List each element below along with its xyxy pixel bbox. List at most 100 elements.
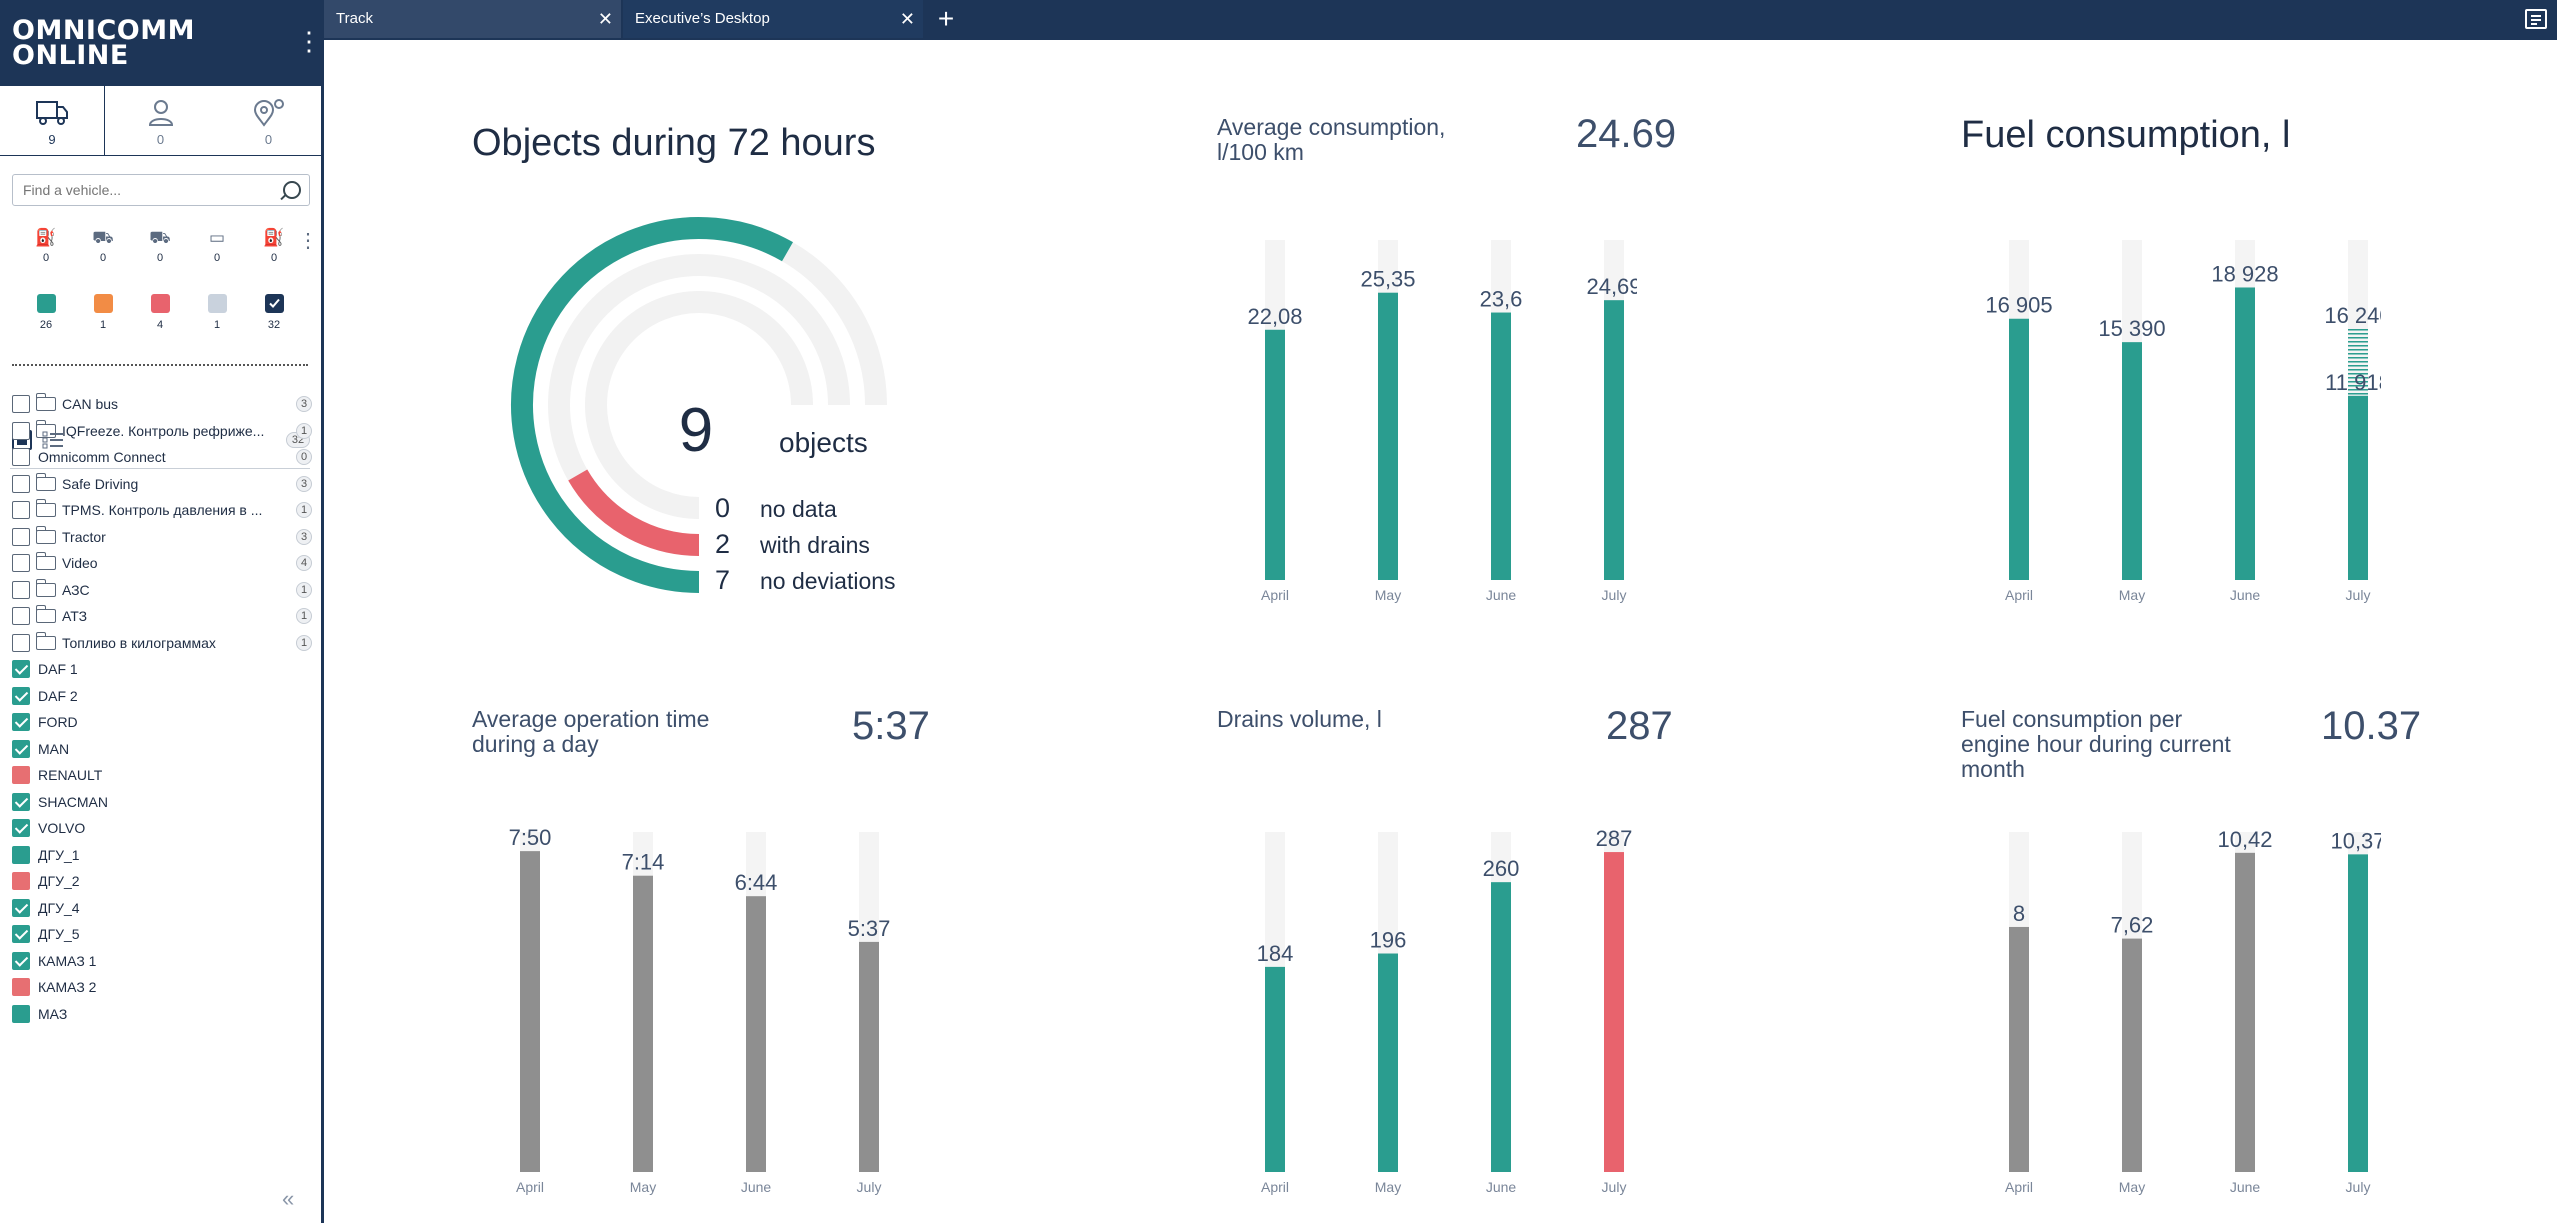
tab-geofences[interactable]: 0	[216, 86, 321, 156]
chart-title: Fuel consumption per engine hour during …	[1961, 706, 2231, 782]
vehicle-status-checkbox[interactable]	[12, 951, 30, 970]
vehicle-item[interactable]: DAF 2	[10, 684, 312, 708]
close-icon[interactable]: ✕	[899, 9, 915, 29]
checkbox[interactable]	[12, 448, 30, 466]
vehicle-status-checkbox[interactable]	[12, 819, 30, 837]
tab-executives-desktop[interactable]: Executive’s Desktop ✕	[623, 0, 923, 38]
x-tick-label: April	[1261, 1179, 1289, 1195]
group-count: 0	[296, 449, 312, 465]
group-item[interactable]: Safe Driving 3	[10, 472, 312, 496]
projected-bar-hatch	[2348, 381, 2368, 383]
vehicle-status-checkbox[interactable]	[12, 925, 30, 943]
filter-fuel[interactable]: ⛽ 0	[250, 228, 298, 264]
group-item[interactable]: CAN bus 3	[10, 392, 312, 416]
vehicle-item[interactable]: КАМАЗ 1	[10, 949, 312, 973]
filter-count: 0	[213, 252, 221, 264]
menu-kebab-icon[interactable]: ⋮	[296, 26, 322, 56]
vehicle-item[interactable]: DAF 1	[10, 657, 312, 681]
vehicle-status-checkbox[interactable]	[12, 845, 30, 864]
vehicle-status-checkbox[interactable]	[12, 713, 30, 731]
filter-refuel[interactable]: ⛽ 0	[22, 228, 70, 264]
checkbox[interactable]	[12, 474, 30, 493]
parked-icon: ⛟	[149, 228, 171, 247]
mode-tabs: 9 0 0	[0, 86, 321, 156]
status-filter-ok[interactable]: 26	[22, 294, 70, 331]
group-label: Топливо в килограммах	[62, 634, 216, 651]
tab-drivers[interactable]: 0	[108, 86, 213, 156]
vehicle-item[interactable]: ДГУ_2	[10, 869, 312, 893]
filter-parked[interactable]: ⛟ 0	[136, 228, 184, 264]
filter-moving[interactable]: ⛟ 0	[79, 228, 127, 264]
filter-count: 4	[156, 319, 164, 331]
vehicle-label: ДГУ_1	[38, 846, 80, 863]
objects-total: 9	[679, 396, 713, 465]
vehicle-item[interactable]: ДГУ_4	[10, 896, 312, 920]
vehicle-label: FORD	[38, 714, 78, 730]
checkbox[interactable]	[12, 633, 30, 652]
vehicle-status-checkbox[interactable]	[12, 686, 30, 705]
vehicle-status-checkbox[interactable]	[12, 898, 30, 917]
group-item[interactable]: Tractor 3	[10, 525, 312, 549]
vehicle-item[interactable]: VOLVO	[10, 816, 312, 840]
vehicle-item[interactable]: МАЗ	[10, 1002, 312, 1026]
search-input[interactable]	[13, 175, 263, 205]
more-filters-icon[interactable]: ⋮	[298, 230, 318, 252]
chart-summary: 24.69	[1576, 112, 1677, 156]
bar-value-label: 11 918	[2325, 370, 2381, 395]
vehicle-status-checkbox[interactable]	[12, 1004, 30, 1023]
group-item[interactable]: IQFreeze. Контроль рефриже... 1	[10, 419, 312, 443]
vehicle-item[interactable]: FORD	[10, 710, 312, 734]
add-tab-icon[interactable]: +	[937, 3, 955, 34]
bar	[746, 896, 766, 1172]
status-filter-alert[interactable]: 4	[136, 294, 184, 331]
vehicle-item[interactable]: ДГУ_1	[10, 843, 312, 867]
checkbox[interactable]	[12, 501, 30, 519]
status-filter-nodata[interactable]: 1	[193, 294, 241, 331]
checkbox[interactable]	[12, 554, 30, 572]
status-filter-all[interactable]: 32	[250, 294, 298, 331]
tab-vehicles[interactable]: 9	[0, 86, 105, 156]
checkbox[interactable]	[12, 395, 30, 413]
vehicle-status-checkbox[interactable]	[12, 872, 30, 890]
group-item[interactable]: Video 4	[10, 551, 312, 575]
bar-value-label: 6:44	[735, 870, 778, 895]
group-item[interactable]: АТЗ 1	[10, 604, 312, 628]
vehicle-item[interactable]: MAN	[10, 737, 312, 761]
filter-rest[interactable]: ▭ 0	[193, 228, 241, 264]
checkmark-icon	[264, 294, 284, 313]
bar	[2122, 342, 2142, 580]
close-icon[interactable]: ✕	[597, 9, 613, 29]
vehicle-status-checkbox[interactable]	[12, 766, 30, 784]
tab-count: 0	[156, 132, 165, 147]
vehicle-item[interactable]: ДГУ_5	[10, 922, 312, 946]
folder-icon	[36, 525, 56, 544]
sidebar: 9 0 0 ⛽ 0 ⛟ 0	[0, 86, 324, 1223]
search-icon[interactable]	[283, 181, 301, 199]
group-item[interactable]: Omnicomm Connect 0	[10, 445, 312, 469]
vehicle-item[interactable]: SHACMAN	[10, 790, 312, 814]
projected-bar-hatch	[2348, 349, 2368, 351]
list-view-icon[interactable]	[42, 431, 64, 449]
vehicle-item[interactable]: КАМАЗ 2	[10, 975, 312, 999]
group-item[interactable]: TPMS. Контроль давления в ... 1	[10, 498, 312, 522]
group-label: АТЗ	[62, 608, 88, 624]
group-item[interactable]: АЗС 1	[10, 578, 312, 602]
bar	[2348, 854, 2368, 1172]
checkbox[interactable]	[12, 580, 30, 599]
vehicle-item[interactable]: RENAULT	[10, 763, 312, 787]
messages-icon[interactable]	[2525, 9, 2547, 29]
vehicle-status-checkbox[interactable]	[12, 792, 30, 811]
checkbox[interactable]	[12, 527, 30, 546]
status-filter-warning[interactable]: 1	[79, 294, 127, 331]
tab-track[interactable]: Track ✕	[324, 0, 621, 38]
collapse-sidebar-icon[interactable]: «	[282, 1186, 295, 1211]
bar	[2235, 852, 2255, 1172]
checkbox[interactable]	[12, 607, 30, 625]
vehicle-status-checkbox[interactable]	[12, 978, 30, 996]
group-item[interactable]: Топливо в килограммах 1	[10, 631, 312, 655]
x-tick-label: May	[630, 1179, 656, 1195]
x-tick-label: May	[2119, 1179, 2145, 1195]
checkbox[interactable]	[12, 421, 30, 440]
vehicle-status-checkbox[interactable]	[12, 660, 30, 678]
vehicle-status-checkbox[interactable]	[12, 739, 30, 758]
